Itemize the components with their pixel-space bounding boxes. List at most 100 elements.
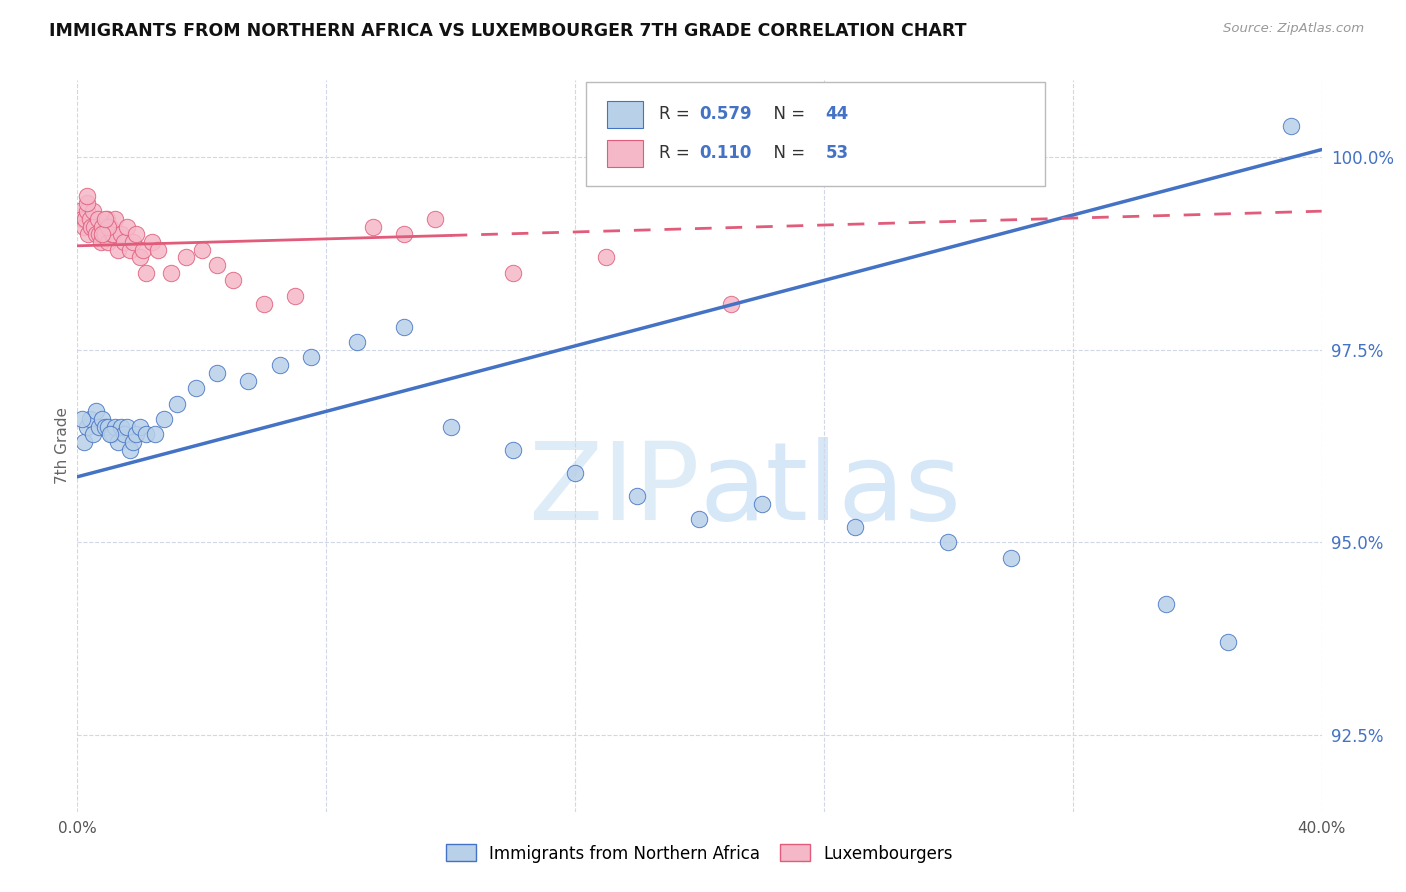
Text: 0.579: 0.579	[699, 105, 751, 123]
Point	[76, 188, 98, 202]
Point	[148, 243, 170, 257]
Point	[120, 442, 142, 457]
Point	[1218, 635, 1240, 649]
Point	[153, 412, 176, 426]
Text: ZIP: ZIP	[527, 437, 700, 543]
Point	[166, 397, 188, 411]
Point	[82, 427, 104, 442]
Point	[1279, 120, 1302, 134]
Point	[269, 358, 291, 372]
Y-axis label: 7th Grade: 7th Grade	[55, 408, 70, 484]
Point	[72, 219, 94, 234]
Point	[115, 219, 138, 234]
Point	[689, 512, 711, 526]
Text: IMMIGRANTS FROM NORTHERN AFRICA VS LUXEMBOURGER 7TH GRADE CORRELATION CHART: IMMIGRANTS FROM NORTHERN AFRICA VS LUXEM…	[49, 22, 967, 40]
Point	[101, 227, 124, 242]
Point	[844, 520, 866, 534]
Point	[174, 251, 197, 265]
Point	[238, 374, 260, 388]
Point	[98, 427, 121, 442]
Point	[84, 404, 107, 418]
Point	[110, 227, 132, 242]
Point	[184, 381, 207, 395]
Point	[720, 296, 742, 310]
Point	[72, 435, 94, 450]
Point	[112, 235, 135, 249]
Point	[191, 243, 214, 257]
Point	[79, 211, 101, 226]
Text: Source: ZipAtlas.com: Source: ZipAtlas.com	[1223, 22, 1364, 36]
Point	[97, 235, 120, 249]
Point	[159, 266, 181, 280]
Point	[97, 419, 120, 434]
Point	[141, 235, 163, 249]
Point	[361, 219, 384, 234]
Point	[84, 227, 107, 242]
Point	[423, 211, 446, 226]
Point	[440, 419, 463, 434]
Point	[207, 366, 229, 380]
Point	[751, 497, 773, 511]
Point	[107, 435, 129, 450]
Point	[93, 227, 115, 242]
Point	[938, 535, 960, 549]
Point	[564, 466, 586, 480]
Text: 44: 44	[825, 105, 849, 123]
Text: R =: R =	[659, 105, 696, 123]
Point	[143, 427, 166, 442]
Text: N =: N =	[763, 105, 811, 123]
Point	[131, 243, 153, 257]
Point	[222, 273, 245, 287]
Point	[75, 211, 97, 226]
Point	[79, 412, 101, 426]
Point	[94, 227, 117, 242]
Point	[115, 419, 138, 434]
Point	[502, 266, 524, 280]
Point	[207, 258, 229, 272]
Point	[120, 243, 142, 257]
Point	[91, 412, 114, 426]
Point	[100, 227, 122, 242]
Point	[87, 227, 110, 242]
Point	[80, 219, 103, 234]
Point	[128, 419, 150, 434]
Point	[1000, 550, 1022, 565]
Point	[76, 419, 98, 434]
Point	[502, 442, 524, 457]
Text: 53: 53	[825, 145, 848, 162]
Point	[94, 419, 117, 434]
Point	[299, 351, 322, 365]
Point	[1154, 597, 1177, 611]
Point	[135, 427, 157, 442]
Point	[76, 196, 98, 211]
Point	[128, 251, 150, 265]
Point	[107, 243, 129, 257]
Point	[125, 227, 148, 242]
Point	[76, 204, 98, 219]
Point	[112, 427, 135, 442]
Point	[90, 235, 112, 249]
Point	[110, 419, 132, 434]
Point	[122, 235, 145, 249]
Point	[70, 412, 93, 426]
Point	[253, 296, 276, 310]
Text: N =: N =	[763, 145, 811, 162]
Legend: Immigrants from Northern Africa, Luxembourgers: Immigrants from Northern Africa, Luxembo…	[439, 838, 960, 869]
Point	[98, 219, 121, 234]
Point	[91, 227, 114, 242]
Point	[69, 204, 91, 219]
Point	[70, 211, 93, 226]
Point	[284, 289, 307, 303]
Text: R =: R =	[659, 145, 696, 162]
Text: 0.110: 0.110	[699, 145, 751, 162]
Point	[100, 427, 122, 442]
Point	[122, 435, 145, 450]
Point	[392, 227, 415, 242]
Point	[104, 211, 127, 226]
Point	[97, 219, 120, 234]
Point	[626, 489, 648, 503]
Point	[96, 211, 118, 226]
Point	[125, 427, 148, 442]
Point	[77, 227, 100, 242]
Point	[91, 219, 114, 234]
